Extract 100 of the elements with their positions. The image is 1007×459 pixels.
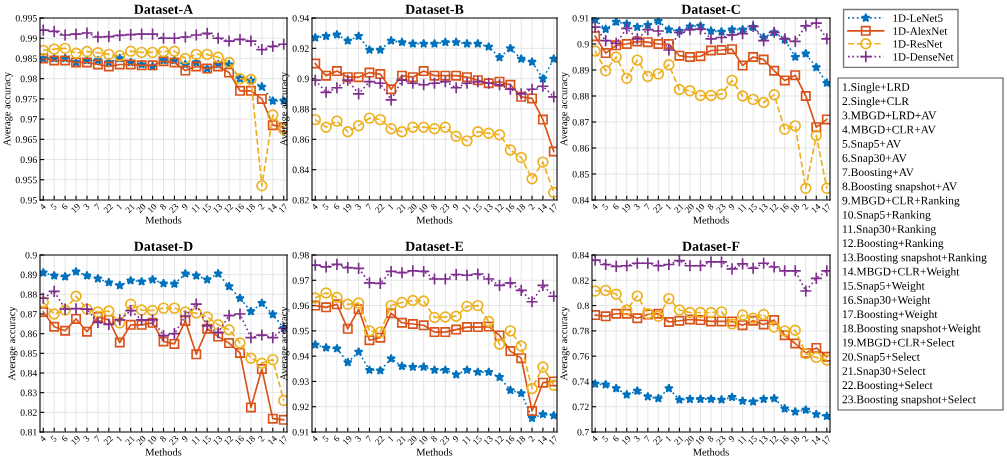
x-tick-label: 23 <box>715 435 727 446</box>
x-tick-label: 18 <box>789 435 800 446</box>
x-tick-label: 23 <box>168 203 179 214</box>
text: 15.Snap5+Weight <box>843 281 925 293</box>
x-tick-label: 16 <box>779 435 790 446</box>
x-tick-label: 18 <box>515 203 526 214</box>
y-tick-label: 0.88 <box>572 92 589 100</box>
x-tick-label: 14 <box>267 435 278 446</box>
y-tick-label: 0.965 <box>15 136 37 143</box>
y-tick-label: 0.98 <box>292 251 309 259</box>
x-tick-label: 15 <box>747 435 758 446</box>
x-tick-label: 13 <box>758 203 769 214</box>
y-tick-label: 0.96 <box>292 302 309 310</box>
x-tick-label: 8 <box>430 203 438 211</box>
chart-title: Dataset-B <box>405 4 464 14</box>
x-tick-label: 22 <box>374 435 385 446</box>
x-tick-label: 2 <box>801 203 809 211</box>
x-tick-label: 4 <box>39 435 47 443</box>
text: 12.Boosting+Ranking <box>843 238 944 250</box>
x-tick-label: 3 <box>83 435 90 443</box>
text: 10.Snap5+Ranking <box>843 210 931 222</box>
x-tick-label: 8 <box>706 203 714 211</box>
y-tick-label: 0.955 <box>15 176 37 184</box>
text: 20.Snap5+Select <box>842 352 920 364</box>
x-tick-label: 17 <box>548 435 559 446</box>
x-tick-label: 10 <box>695 435 706 446</box>
x-tick-label: 17 <box>278 435 289 446</box>
x-tick-label: 19 <box>70 435 81 446</box>
x-tick-label: 7 <box>643 203 651 210</box>
x-tick-label: 22 <box>652 435 663 446</box>
x-tick-label: 14 <box>811 435 821 446</box>
x-tick-label: 13 <box>483 435 494 446</box>
chart-title: Dataset-E <box>405 241 464 251</box>
x-tick-label: 14 <box>537 203 548 214</box>
x-tick-label: 3 <box>83 203 90 211</box>
y-tick-label: 0.9 <box>577 40 589 48</box>
x-tick-label: 6 <box>612 435 620 443</box>
x-tick-label: 9 <box>452 203 460 211</box>
x-tick-label: 17 <box>821 435 832 446</box>
text: 11.Snap30+Ranking <box>843 224 936 236</box>
x-tick-label: 19 <box>342 203 353 214</box>
y-tick-label: 0.995 <box>15 14 37 22</box>
text: 21.Snap30+Select <box>842 366 926 378</box>
x-tick-label: 9 <box>181 203 189 211</box>
x-tick-label: 2 <box>257 435 265 443</box>
y-tick-label: 0.88 <box>20 291 37 298</box>
y-axis-title: Average accuracy <box>8 306 18 381</box>
y-axis-title: Average accuracy <box>3 71 13 146</box>
y-tick-label: 0.97 <box>20 116 37 123</box>
x-tick-label: 15 <box>201 203 212 214</box>
x-tick-label: 12 <box>494 203 504 214</box>
x-tick-label: 11 <box>737 203 747 213</box>
x-tick-label: 10 <box>418 435 429 446</box>
x-tick-label: 6 <box>61 203 69 211</box>
x-tick-label: 7 <box>365 203 373 210</box>
x-tick-label: 10 <box>147 203 158 214</box>
x-tick-label: 5 <box>322 203 330 211</box>
x-tick-label: 15 <box>472 203 483 214</box>
y-axis-title: Average accuracy <box>560 306 570 381</box>
x-tick-label: 5 <box>601 203 609 211</box>
x-tick-label: 20 <box>407 435 418 446</box>
x-tick-label: 17 <box>548 203 559 214</box>
x-axis-title: Methods <box>416 448 453 456</box>
x-tick-label: 1 <box>116 435 123 442</box>
x-tick-label: 10 <box>695 203 706 214</box>
x-tick-label: 12 <box>768 203 779 214</box>
x-tick-label: 15 <box>747 203 758 214</box>
x-tick-label: 21 <box>396 435 407 446</box>
y-tick-label: 0.87 <box>572 118 589 126</box>
x-tick-label: 20 <box>136 435 147 446</box>
x-tick-label: 9 <box>727 435 735 443</box>
y-tick-label: 0.92 <box>292 403 309 411</box>
x-tick-label: 4 <box>311 203 319 211</box>
y-tick-label: 0.82 <box>292 196 309 204</box>
chart-title: Dataset-D <box>134 241 193 251</box>
x-tick-label: 7 <box>94 435 101 442</box>
x-axis-title: Methods <box>145 448 182 456</box>
y-axis-title: Average accuracy <box>280 71 290 146</box>
x-tick-label: 15 <box>472 435 483 446</box>
x-tick-label: 12 <box>223 203 234 214</box>
x-tick-label: 4 <box>591 435 599 443</box>
x-tick-label: 20 <box>407 203 418 214</box>
chart-title: Dataset-A <box>134 4 194 14</box>
legend-label: 1D-ResNet <box>893 40 943 48</box>
x-tick-label: 8 <box>159 435 167 443</box>
x-tick-label: 3 <box>354 203 362 211</box>
x-tick-label: 19 <box>342 435 353 446</box>
x-tick-label: 6 <box>612 203 620 211</box>
y-tick-label: 0.8 <box>577 302 589 310</box>
x-tick-label: 13 <box>212 203 223 214</box>
text: 3.MBGD+LRD+AV <box>842 111 937 120</box>
y-tick-label: 0.85 <box>572 170 589 178</box>
legend-label: 1D-DenseNet <box>893 53 954 61</box>
x-tick-label: 22 <box>103 203 114 214</box>
text: 18.Boosting snapshot+Weight <box>843 324 981 335</box>
x-tick-label: 3 <box>633 435 641 443</box>
x-tick-label: 5 <box>322 435 330 443</box>
y-tick-label: 0.76 <box>572 353 589 360</box>
y-tick-label: 0.9 <box>25 251 37 259</box>
y-tick-label: 0.95 <box>20 196 37 204</box>
